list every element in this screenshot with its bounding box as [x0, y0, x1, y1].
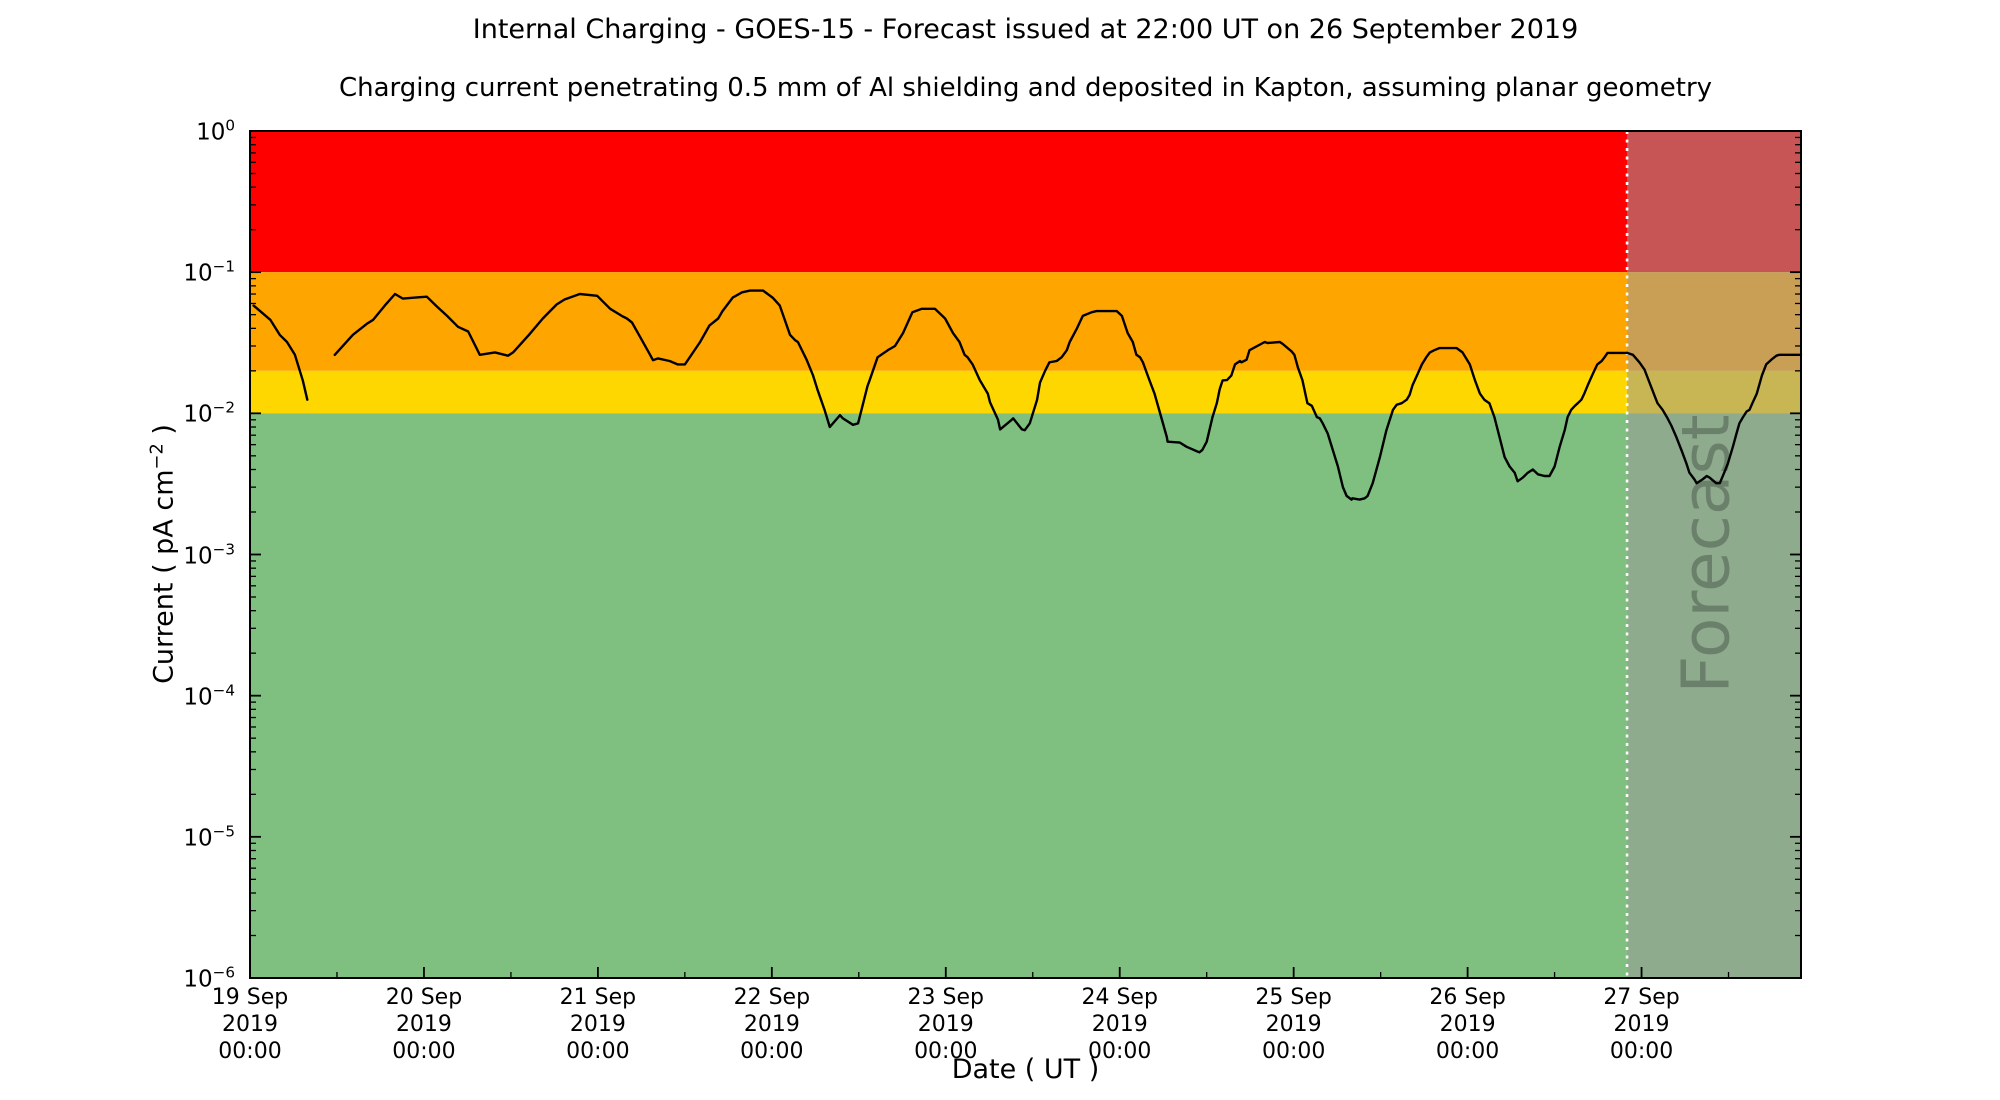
y-tick-label: 10−6: [183, 963, 235, 993]
y-tick-label: 10−2: [183, 399, 235, 428]
x-tick-label: 27 Sep 2019 00:00: [1603, 985, 1680, 1064]
observed-segment-1-line: [252, 304, 309, 401]
y-axis-label-text: Current ( pA cm: [148, 469, 180, 684]
x-axis-label: Date ( UT ): [951, 1054, 1100, 1085]
x-tick-label: 20 Sep 2019 00:00: [385, 985, 463, 1064]
x-tick-label: 26 Sep 2019 00:00: [1429, 985, 1506, 1064]
y-tick-label: 10−1: [183, 257, 235, 287]
y-tick-label: 10−3: [183, 540, 235, 569]
chart-subtitle: Charging current penetrating 0.5 mm of A…: [338, 73, 1713, 103]
y-tick-label: 100: [196, 116, 235, 146]
forecast-region-overlay: [1627, 131, 1801, 978]
chart-title: Internal Charging - GOES-15 - Forecast i…: [472, 14, 1579, 45]
x-tick-label: 23 Sep 2019 00:00: [907, 985, 984, 1064]
forecast-watermark: Forecast: [1667, 414, 1745, 694]
y-tick-label: 10−5: [183, 822, 235, 852]
x-tick-label: 24 Sep 2019 00:00: [1081, 985, 1158, 1064]
x-tick-label: 25 Sep 2019 00:00: [1255, 985, 1332, 1064]
y-tick-label: 10−4: [183, 681, 235, 710]
x-tick-label: 19 Sep 2019 00:00: [211, 985, 289, 1064]
red-alert-band: [250, 131, 1801, 273]
observed-segment-2-line: [333, 289, 1629, 501]
orange-alert-band: [250, 272, 1801, 371]
forecast-segment-line: [1625, 351, 1803, 485]
y-axis-label-exponent: −2: [146, 443, 168, 470]
x-tick-label: 22 Sep 2019 00:00: [733, 985, 811, 1064]
yellow-alert-band: [250, 370, 1801, 414]
x-tick-label: 21 Sep 2019 00:00: [559, 985, 637, 1064]
green-quiet-band: [250, 413, 1801, 978]
